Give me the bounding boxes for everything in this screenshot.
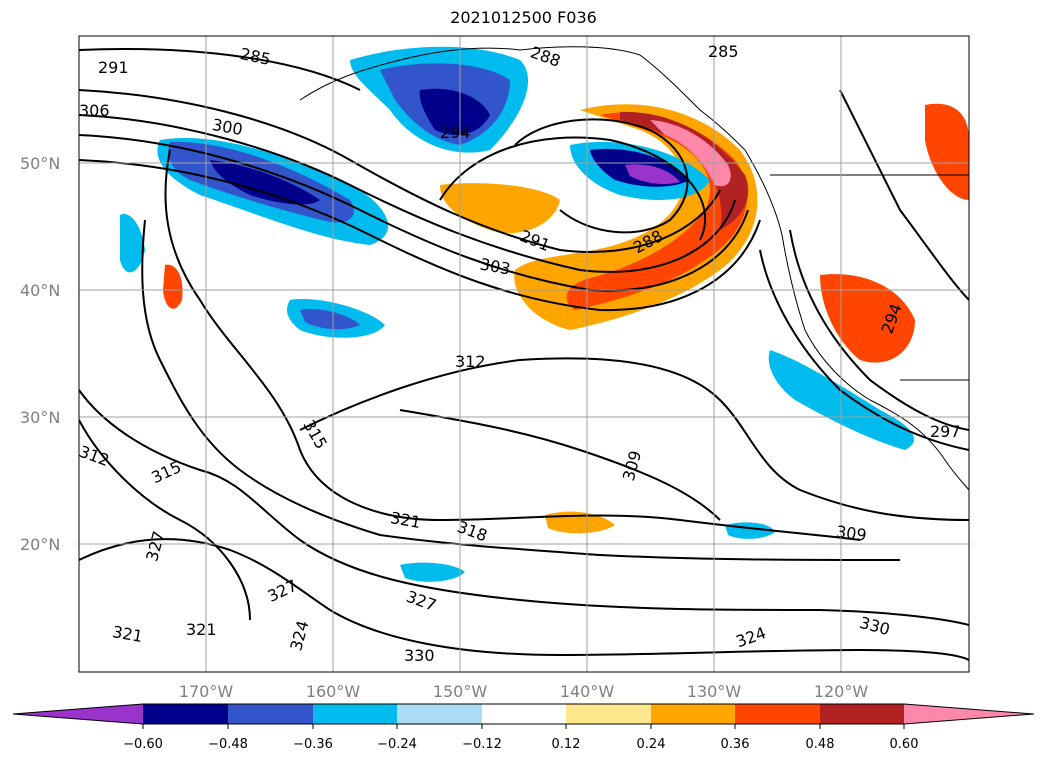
colorbar-tick-label: −0.24	[377, 737, 417, 752]
contour-line	[79, 419, 251, 621]
contour-label: 330	[404, 646, 435, 665]
shade-orange-10	[163, 264, 183, 309]
colorbar-swatch	[143, 704, 228, 724]
contour-line	[789, 229, 969, 431]
contour-line	[759, 249, 969, 451]
contour-label: 291	[98, 58, 129, 77]
lon-label: 150°W	[433, 682, 488, 701]
contour-label: 297	[930, 422, 961, 441]
contour-label: 309	[835, 522, 868, 545]
shade-orange-sw	[820, 274, 915, 363]
colorbar-swatch	[313, 704, 397, 724]
coastlines	[299, 46, 969, 491]
lat-label: 40°N	[20, 281, 60, 300]
colorbar-tick-label: −0.60	[123, 737, 163, 752]
lat-label: 50°N	[20, 154, 60, 173]
gridlines	[79, 36, 969, 672]
colorbar-swatch	[482, 704, 566, 724]
coastline-westcoast	[744, 149, 969, 491]
lon-label: 130°W	[687, 682, 742, 701]
shade-pink	[650, 120, 731, 187]
map-frame	[78, 35, 970, 673]
longitude-labels: 170°W 160°W 150°W 140°W 130°W 120°W	[179, 682, 869, 701]
contour-line	[79, 89, 721, 253]
shade-lightblue-9	[120, 214, 145, 273]
colorbar-swatch	[651, 704, 735, 724]
lat-label: 20°N	[20, 535, 60, 554]
contour-line	[79, 114, 736, 273]
contour-label: 321	[186, 620, 217, 639]
coastline-alaska	[299, 46, 746, 151]
lon-label: 160°W	[306, 682, 361, 701]
colorbar-tick-label: 0.60	[890, 737, 919, 752]
contour-line	[839, 89, 969, 301]
latitude-labels: 50°N 40°N 30°N 20°N	[20, 154, 60, 554]
contour-line	[399, 409, 721, 521]
lon-label: 140°W	[560, 682, 615, 701]
colorbar-tick-label: 0.48	[806, 737, 835, 752]
contour-label: 285	[708, 42, 739, 61]
contour-line	[79, 159, 761, 312]
contour-line	[79, 48, 361, 91]
contour-line	[164, 149, 861, 541]
lat-label: 30°N	[20, 408, 60, 427]
contour-line	[79, 538, 969, 661]
contour-line	[141, 219, 901, 561]
shade-navy-2	[419, 88, 490, 135]
shade-orange-ne	[925, 103, 969, 200]
contour-label: 294	[440, 123, 471, 142]
shade-lightblue-6	[400, 562, 465, 582]
contour-labels: 285 285 288 288 291 291 294 294 297 300 …	[79, 42, 961, 665]
colorbar-ticks	[142, 724, 905, 729]
contour-lines	[79, 48, 969, 661]
contour-label: 306	[79, 101, 110, 120]
contour-line	[79, 389, 969, 626]
shade-blue-5	[300, 309, 360, 330]
colorbar-tick-label: 0.12	[552, 737, 581, 752]
colorbar-swatch	[397, 704, 482, 724]
colorbar-tick-label: 0.36	[721, 737, 750, 752]
contour-line	[514, 118, 689, 234]
lon-label: 170°W	[179, 682, 234, 701]
colorbar-tick-label: −0.48	[208, 737, 248, 752]
page-title: 2021012500 F036	[450, 8, 597, 27]
lon-label: 120°W	[814, 682, 869, 701]
map-area	[79, 36, 969, 672]
shade-orange	[514, 104, 758, 330]
colorbar-swatch	[566, 704, 651, 724]
shade-purple-3	[625, 164, 680, 184]
contour-line	[299, 357, 969, 521]
colorbar-tick-label: −0.12	[462, 737, 502, 752]
colorbar-tick-label: −0.36	[293, 737, 333, 752]
colorbar-tick-label: 0.24	[637, 737, 666, 752]
colorbar: −0.60 −0.48 −0.36 −0.24 −0.12 0.12 0.24 …	[12, 703, 1035, 752]
colorbar-swatch	[904, 704, 1034, 724]
colorbar-swatch	[228, 704, 313, 724]
colorbar-swatch	[820, 704, 904, 724]
colorbar-swatch	[13, 704, 143, 724]
shade-navy-1	[210, 160, 320, 205]
contour-line	[79, 134, 749, 292]
colorbar-swatch	[735, 704, 820, 724]
contour-label: 312	[455, 352, 486, 371]
